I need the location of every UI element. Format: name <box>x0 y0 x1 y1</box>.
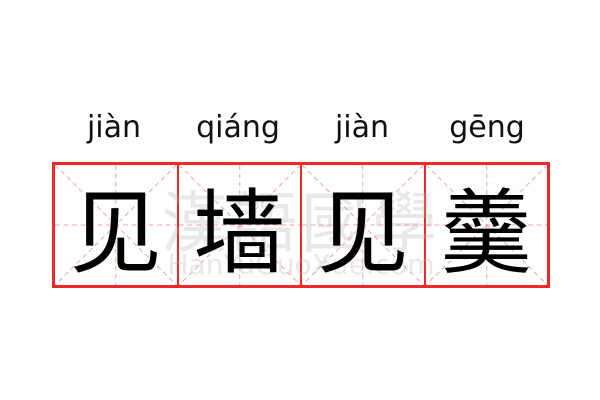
hanzi-character: 见 <box>69 179 162 287</box>
character-grid: 见 墙 见 羹 <box>52 162 550 288</box>
hanzi-character: 羹 <box>440 179 533 287</box>
character-cell: 见 <box>302 165 426 287</box>
pinyin-2: jiàn <box>334 110 390 145</box>
guide-lines <box>55 165 177 285</box>
character-cell: 见 <box>55 165 179 287</box>
character-cell: 墙 <box>178 165 302 287</box>
hanzi-character: 墙 <box>193 179 286 287</box>
hanzi-character: 见 <box>316 179 409 287</box>
guide-lines <box>178 165 300 285</box>
pinyin-0: jiàn <box>86 110 142 145</box>
pinyin-1: qiáng <box>196 110 280 145</box>
character-cell: 羹 <box>425 165 547 287</box>
guide-lines <box>425 165 547 285</box>
guide-lines <box>302 165 424 285</box>
pinyin-3: gēng <box>449 110 525 145</box>
